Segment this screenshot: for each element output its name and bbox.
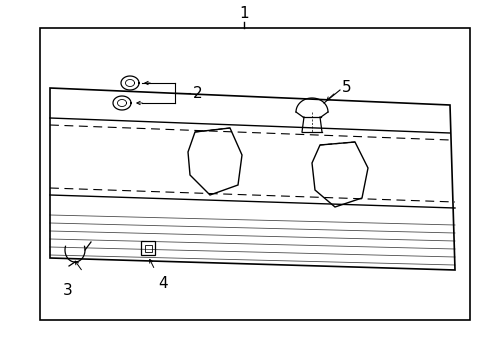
Text: 5: 5 [341,80,351,94]
Text: 4: 4 [158,276,167,291]
Polygon shape [311,142,367,207]
Polygon shape [50,88,454,270]
Polygon shape [187,128,242,195]
Bar [141,241,155,255]
Bar [145,245,152,252]
Text: 2: 2 [193,85,202,100]
Bar [40,28,469,320]
Text: 1: 1 [239,6,248,22]
Text: 3: 3 [63,283,73,298]
